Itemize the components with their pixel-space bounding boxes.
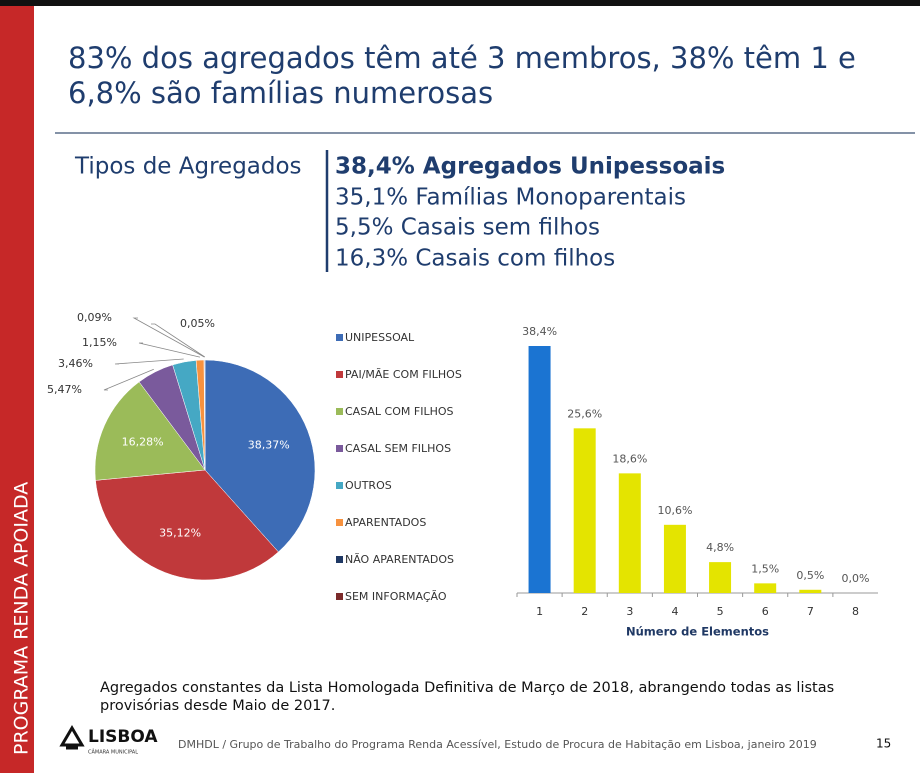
data-label: 0,05% [180, 317, 215, 330]
leader-line [114, 358, 184, 365]
bar [618, 473, 641, 593]
pie-slice [94, 381, 206, 481]
legend-label: SEM INFORMAÇÃO [345, 590, 447, 603]
bar [528, 346, 551, 593]
x-axis-title: Número de Elementos [626, 625, 769, 639]
highlight: 16,3% Casais com filhos [335, 246, 615, 272]
data-label: 38,37% [248, 439, 290, 452]
legend-swatch [336, 445, 343, 452]
highlight: 38,4% Agregados Unipessoais [335, 154, 725, 180]
pie-slice [95, 469, 279, 581]
x-tick-label: 2 [581, 605, 588, 618]
legend-label: PAI/MÃE COM FILHOS [345, 368, 462, 381]
legend-label: CASAL SEM FILHOS [345, 442, 451, 455]
legend-label: NÃO APARENTADOS [345, 553, 454, 566]
logo-sub: CÂMARA MUNICIPAL [88, 749, 138, 756]
side-label: PROGRAMA RENDA APOIADA [11, 482, 33, 755]
x-tick-label: 8 [852, 605, 859, 618]
legend-swatch [336, 371, 343, 378]
legend-swatch [336, 556, 343, 563]
x-tick-label: 3 [626, 605, 633, 618]
data-label: 0,5% [796, 569, 824, 582]
data-label: 4,8% [706, 541, 734, 554]
leader-line [138, 342, 201, 358]
legend-label: OUTROS [345, 479, 392, 492]
x-tick-label: 7 [807, 605, 814, 618]
top-border [0, 0, 920, 6]
legend-label: APARENTADOS [345, 516, 426, 529]
legend-swatch [336, 593, 343, 600]
x-tick-label: 4 [671, 605, 678, 618]
section-label: Tipos de Agregados [74, 154, 302, 180]
side-bar [0, 6, 34, 773]
note: provisórias desde Maio de 2017. [100, 698, 335, 714]
bar [709, 562, 732, 593]
data-label: 16,28% [122, 435, 164, 448]
data-label: 38,4% [522, 325, 557, 338]
data-label: 35,12% [159, 527, 201, 540]
bar [663, 524, 686, 593]
legend-label: UNIPESSOAL [345, 331, 415, 344]
x-tick-label: 5 [717, 605, 724, 618]
leader-line [132, 317, 205, 358]
leader-line [151, 323, 206, 358]
legend-swatch [336, 519, 343, 526]
note: Agregados constantes da Lista Homologada… [100, 680, 834, 696]
bar [754, 583, 777, 593]
legend-swatch [336, 408, 343, 415]
bar [573, 428, 596, 593]
legend-label: CASAL COM FILHOS [345, 405, 453, 418]
pie-slice [204, 359, 316, 553]
x-tick-label: 1 [536, 605, 543, 618]
title: 83% dos agregados têm até 3 membros, 38%… [68, 41, 856, 75]
data-label: 18,6% [612, 452, 647, 465]
highlight: 5,5% Casais sem filhos [335, 215, 600, 241]
bar [799, 589, 822, 593]
highlight: 35,1% Famílias Monoparentais [335, 185, 686, 211]
page-number: 15 [876, 737, 891, 751]
data-label: 3,46% [58, 357, 93, 370]
legend-swatch [336, 482, 343, 489]
data-label: 25,6% [567, 407, 602, 420]
data-label: 0,09% [77, 311, 112, 324]
leader-line [103, 368, 154, 391]
logo-icon [59, 725, 85, 750]
data-label: 1,5% [751, 562, 779, 575]
logo: LISBOA [88, 727, 158, 747]
data-label: 5,47% [47, 383, 82, 396]
data-label: 1,15% [82, 336, 117, 349]
data-label: 0,0% [841, 572, 869, 585]
data-label: 10,6% [657, 504, 692, 517]
x-tick-label: 6 [762, 605, 769, 618]
legend-swatch [336, 334, 343, 341]
title: 6,8% são famílias numerosas [68, 76, 493, 110]
footer: DMHDL / Grupo de Trabalho do Programa Re… [178, 738, 817, 751]
